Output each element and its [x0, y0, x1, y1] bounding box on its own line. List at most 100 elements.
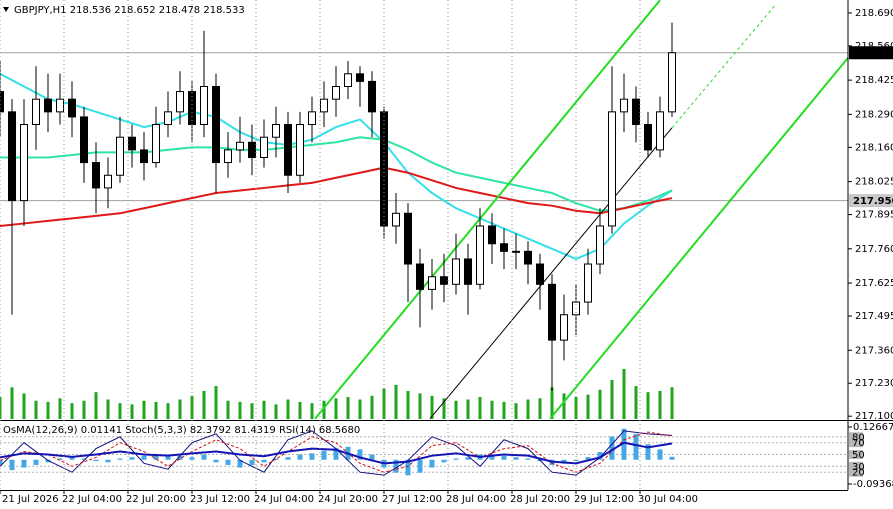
candle-body — [224, 149, 232, 164]
osma-bar — [237, 459, 243, 468]
candle-body — [236, 141, 244, 151]
osma-bar — [177, 455, 183, 460]
y-tick-label: 0.12667 — [853, 422, 893, 433]
volume-bar — [22, 393, 26, 419]
volume-bar — [70, 403, 74, 419]
volume-bar — [262, 400, 266, 419]
osma-bar — [81, 458, 87, 460]
y-tick-label: 218.690 — [855, 8, 893, 19]
candle-body — [44, 98, 52, 113]
volume-bar — [550, 387, 554, 419]
moving-average — [0, 136, 673, 212]
candle-body — [368, 80, 376, 113]
moving-average — [0, 166, 673, 227]
labels: GBPJPY,H1 218.536 218.652 218.478 218.53… — [2, 5, 893, 505]
volume-bar — [454, 400, 458, 419]
osma-bar — [585, 457, 591, 460]
candle-body — [668, 52, 676, 113]
candle-body — [596, 225, 604, 265]
osma-bar — [513, 457, 519, 460]
osma-bar — [165, 454, 171, 460]
x-tick-label: 23 Jul 12:00 — [190, 494, 250, 505]
candle-body — [416, 263, 424, 290]
volume-bar — [274, 404, 278, 419]
volume-bar — [34, 400, 38, 419]
trend-line — [549, 57, 848, 420]
y-tick-label: 217.895 — [855, 210, 893, 221]
oscillator-line — [0, 441, 673, 465]
osma-bar — [21, 459, 27, 468]
volume-bar — [358, 399, 362, 419]
volume-bar — [658, 390, 662, 419]
candle-body — [308, 111, 316, 126]
y-tick-label: 218.160 — [855, 142, 893, 153]
volume-bar — [106, 399, 110, 419]
level-box — [849, 461, 863, 471]
price-box-label: 218.533 — [853, 48, 893, 59]
x-tick-label: 22 Jul 20:00 — [126, 494, 186, 505]
volume-bar — [0, 397, 2, 419]
volume-bar — [538, 398, 542, 419]
trend-line — [429, 127, 673, 420]
volume-bar — [58, 398, 62, 419]
moving-average — [0, 72, 673, 261]
candle-body — [644, 124, 652, 151]
x-tick-label: 24 Jul 04:00 — [254, 494, 314, 505]
osma-bar — [225, 459, 231, 465]
candle-body — [272, 124, 280, 138]
volume-bar — [382, 388, 386, 419]
level-label: 70 — [852, 438, 865, 449]
osma-bar — [141, 455, 147, 460]
candle-body — [92, 162, 100, 189]
osma-bar — [261, 459, 267, 463]
level-box — [849, 438, 863, 448]
trend-line — [314, 0, 661, 420]
candle-body — [440, 276, 448, 285]
volume-bar — [346, 397, 350, 419]
volume-bar — [502, 401, 506, 419]
volume-bar — [46, 401, 50, 419]
osma-bar — [57, 458, 63, 460]
candle-body — [140, 149, 148, 164]
y-tick-label: 218.560 — [855, 41, 893, 52]
candle-body — [608, 111, 616, 227]
y-tick-label: 217.495 — [855, 311, 893, 322]
candle-body — [512, 250, 520, 253]
osma-bar — [129, 457, 135, 460]
candle-body — [20, 124, 28, 202]
volume-bar — [562, 393, 566, 419]
osma-bar — [189, 457, 195, 460]
candle-body — [488, 225, 496, 245]
x-tick-label: 21 Jul 2026 — [2, 494, 59, 505]
x-tick-label: 22 Jul 04:00 — [62, 494, 122, 505]
candle-body — [452, 258, 460, 285]
main-panel — [0, 0, 848, 420]
osma-bar — [309, 453, 315, 460]
osma-bar — [9, 459, 15, 471]
level-label: 50 — [852, 450, 865, 461]
volume-bar — [178, 399, 182, 419]
oscillator-panel — [0, 428, 848, 476]
volume-bar — [466, 399, 470, 419]
osma-bar — [273, 458, 279, 460]
osma-bar — [441, 459, 447, 463]
oscillator-line — [0, 430, 673, 476]
volume-bar — [622, 369, 626, 419]
candle-body — [8, 111, 16, 202]
osma-bar — [285, 457, 291, 460]
candle-body — [620, 98, 628, 113]
level-box — [849, 450, 863, 459]
volume-bar — [442, 398, 446, 419]
level-box — [849, 467, 863, 477]
candle-body — [320, 98, 328, 113]
axes — [0, 0, 893, 494]
osma-bar — [393, 459, 399, 473]
osma-bar — [429, 459, 435, 468]
price-box — [849, 46, 893, 60]
volume-bar — [310, 403, 314, 419]
osma-bar — [465, 457, 471, 460]
candle-body — [200, 85, 208, 126]
